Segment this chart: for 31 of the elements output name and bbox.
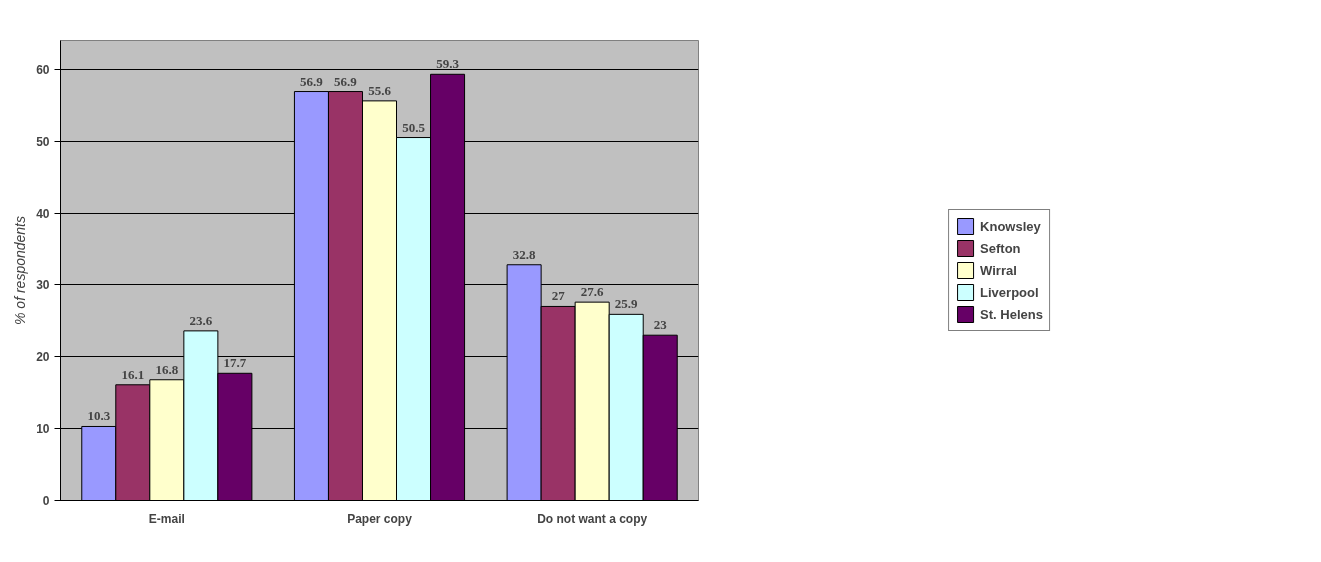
data-label: 16.8 [155, 361, 179, 377]
data-label: 56.9 [300, 73, 324, 89]
y-tick-label: 30 [36, 278, 50, 293]
data-label: 23.6 [189, 312, 213, 328]
y-tick-label: 40 [36, 206, 50, 221]
y-tick-label: 50 [36, 134, 50, 149]
data-label: 59.3 [436, 56, 460, 72]
data-label: 16.1 [121, 366, 145, 382]
data-label: 32.8 [512, 246, 536, 262]
y-tick-label: 0 [42, 494, 50, 508]
data-label: 27 [551, 288, 566, 304]
x-tick-label: Do not want a copy [537, 511, 648, 526]
y-axis-title: % of respondents [12, 216, 29, 325]
legend-label: Sefton [980, 240, 1021, 256]
data-label: 56.9 [334, 73, 358, 89]
legend-label: Knowsley [980, 218, 1041, 234]
data-label: 10.3 [87, 408, 111, 424]
data-label: 25.9 [614, 296, 639, 312]
x-tick-label: Paper copy [347, 511, 413, 526]
data-label: 17.7 [223, 355, 247, 371]
y-tick-label: 10 [36, 422, 50, 437]
data-label: 23 [653, 317, 668, 333]
legend-label: Liverpool [980, 284, 1039, 300]
y-tick-label: 60 [36, 62, 50, 77]
legend-label: Wirral [980, 262, 1017, 278]
legend-label: St. Helens [980, 306, 1043, 322]
x-tick-label: E-mail [148, 511, 185, 526]
data-label: 50.5 [402, 119, 426, 135]
data-label: 27.6 [580, 284, 605, 300]
y-tick-label: 20 [36, 350, 50, 365]
data-label: 55.6 [368, 82, 392, 98]
